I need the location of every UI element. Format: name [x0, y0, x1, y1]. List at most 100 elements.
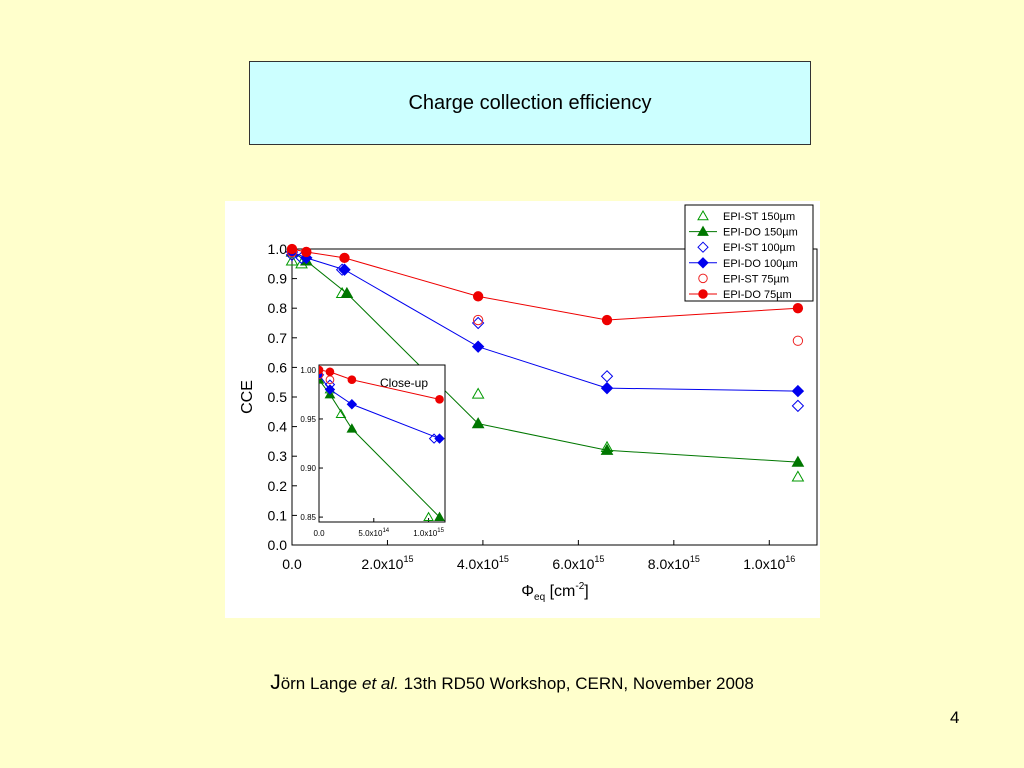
x-tick-label: 8.0x1015: [648, 554, 700, 572]
legend-label: EPI-ST 75µm: [723, 273, 789, 285]
citation-author: örn Lange: [280, 674, 362, 693]
data-point: [285, 254, 299, 266]
y-tick-label: 0.0: [268, 537, 288, 553]
inset-series-line: [319, 374, 440, 440]
data-point: [471, 316, 485, 330]
inset-title: Close-up: [380, 376, 428, 390]
legend-item: EPI-DO 100µm: [689, 257, 798, 270]
data-point: [600, 381, 614, 395]
inset-data-point: [324, 384, 336, 395]
page-number: 4: [950, 708, 960, 727]
y-tick-label: 1.0: [268, 241, 288, 257]
inset-data-point: [319, 365, 324, 375]
data-point: [791, 384, 805, 398]
inset-x-tick-label: 0.0: [313, 529, 325, 538]
series-epi-do-75-m: [286, 243, 804, 326]
data-point: [301, 246, 312, 258]
inset-data-point: [325, 367, 335, 377]
legend-item: EPI-DO 75µm: [689, 289, 792, 301]
inset-y-tick-label: 0.95: [300, 415, 316, 424]
inset-frame: [318, 364, 446, 523]
inset-data-point: [434, 433, 445, 444]
citation-etal: et al.: [361, 674, 399, 693]
inset-series-epi-do-100-m: [319, 369, 445, 444]
inset-data-point: [347, 375, 357, 385]
data-point: [286, 243, 298, 255]
data-point: [792, 303, 804, 314]
data-point: [791, 455, 805, 467]
legend-marker: [697, 241, 709, 253]
data-point: [792, 335, 804, 346]
inset-series-line: [319, 369, 440, 400]
citation-initial: J: [270, 671, 281, 694]
y-tick-label: 0.7: [268, 330, 288, 346]
inset-data-point: [335, 408, 347, 418]
data-point: [600, 370, 614, 383]
x-tick-label: 6.0x1015: [552, 554, 604, 572]
legend-marker: [697, 257, 709, 269]
inset-data-point: [346, 423, 358, 433]
y-tick-label: 0.8: [268, 300, 288, 316]
legend-marker: [697, 209, 709, 221]
inset-chart: 0.85 0.90 0.95 1.00 0.0 5.0x1014 1.0x1015 Close…: [300, 364, 446, 538]
citation: Jörn Lange et al. 13th RD50 Workshop, CE…: [0, 671, 1024, 695]
legend-marker: [697, 225, 709, 236]
data-point: [791, 470, 805, 482]
legend-frame: [684, 204, 814, 302]
data-point: [791, 399, 805, 413]
inset-data-point: [423, 511, 434, 521]
legend-label: EPI-ST 150µm: [723, 211, 795, 223]
data-point: [471, 417, 485, 429]
plot-panel: 0.0 0.1 0.2 0.3 0.4 0.5 0.6 0.7 0.8 0.9 1.0 0.0 2.0x…: [225, 201, 820, 618]
inset-y-tick-label: 0.85: [300, 513, 316, 522]
data-point: [600, 443, 614, 455]
inset-x-tick-label: 1.0x1015: [413, 528, 444, 538]
inset-data-point: [435, 395, 444, 404]
x-tick-label: 2.0x1015: [361, 554, 413, 572]
inset-series-line: [319, 379, 440, 518]
legend-item: EPI-ST 75µm: [698, 273, 789, 285]
y-axis-title: CCE: [239, 380, 256, 414]
cce-chart: 0.0 0.1 0.2 0.3 0.4 0.5 0.6 0.7 0.8 0.9 1.0 0.0 2.0x…: [239, 204, 818, 603]
legend-item: EPI-ST 150µm: [697, 209, 795, 223]
inset-series-epi-do-75-m: [319, 365, 444, 404]
y-tick-label: 0.2: [268, 478, 288, 494]
legend-item: EPI-DO 150µm: [689, 225, 798, 239]
inset-y-tick-label: 1.00: [300, 366, 316, 375]
data-point: [471, 387, 485, 399]
legend-label: EPI-ST 100µm: [723, 242, 795, 254]
data-point: [339, 252, 350, 264]
y-tick-label: 0.4: [268, 419, 288, 435]
y-tick-label: 0.9: [268, 271, 288, 287]
data-point: [472, 314, 484, 326]
y-tick-label: 0.6: [268, 359, 288, 375]
legend-item: EPI-ST 100µm: [697, 241, 795, 254]
slide-title-box: Charge collection efficiency: [249, 61, 811, 145]
data-point: [471, 340, 485, 353]
data-point: [340, 286, 354, 299]
inset-y-tick-label: 0.90: [300, 464, 316, 473]
x-axis-title: Φeq [cm-2]: [521, 581, 588, 603]
legend: EPI-ST 150µm EPI-DO 150µm EPI-ST 100µm EPI-…: [684, 204, 814, 302]
slide-title: Charge collection efficiency: [408, 91, 652, 114]
legend-label: EPI-DO 75µm: [723, 289, 792, 301]
y-tick-label: 0.5: [268, 389, 288, 405]
data-point: [338, 263, 351, 276]
citation-venue: 13th RD50 Workshop, CERN, November 2008: [398, 674, 754, 693]
inset-data-point: [346, 399, 358, 410]
legend-marker: [698, 289, 708, 299]
x-tick-label: 0.0: [282, 556, 302, 572]
inset-series: [319, 365, 445, 521]
y-tick-label: 0.3: [268, 448, 288, 464]
legend-marker: [698, 273, 708, 284]
y-tick-label: 0.1: [268, 507, 288, 523]
series-epi-st-75-m: [286, 246, 804, 346]
x-tick-label: 1.0x1016: [743, 554, 795, 572]
inset-x-tick-label: 5.0x1014: [358, 528, 389, 538]
x-tick-label: 4.0x1015: [457, 554, 509, 572]
inset-data-point: [434, 511, 445, 521]
data-point: [601, 314, 613, 326]
legend-label: EPI-DO 150µm: [723, 227, 798, 239]
data-point: [472, 291, 484, 302]
legend-label: EPI-DO 100µm: [723, 258, 798, 270]
